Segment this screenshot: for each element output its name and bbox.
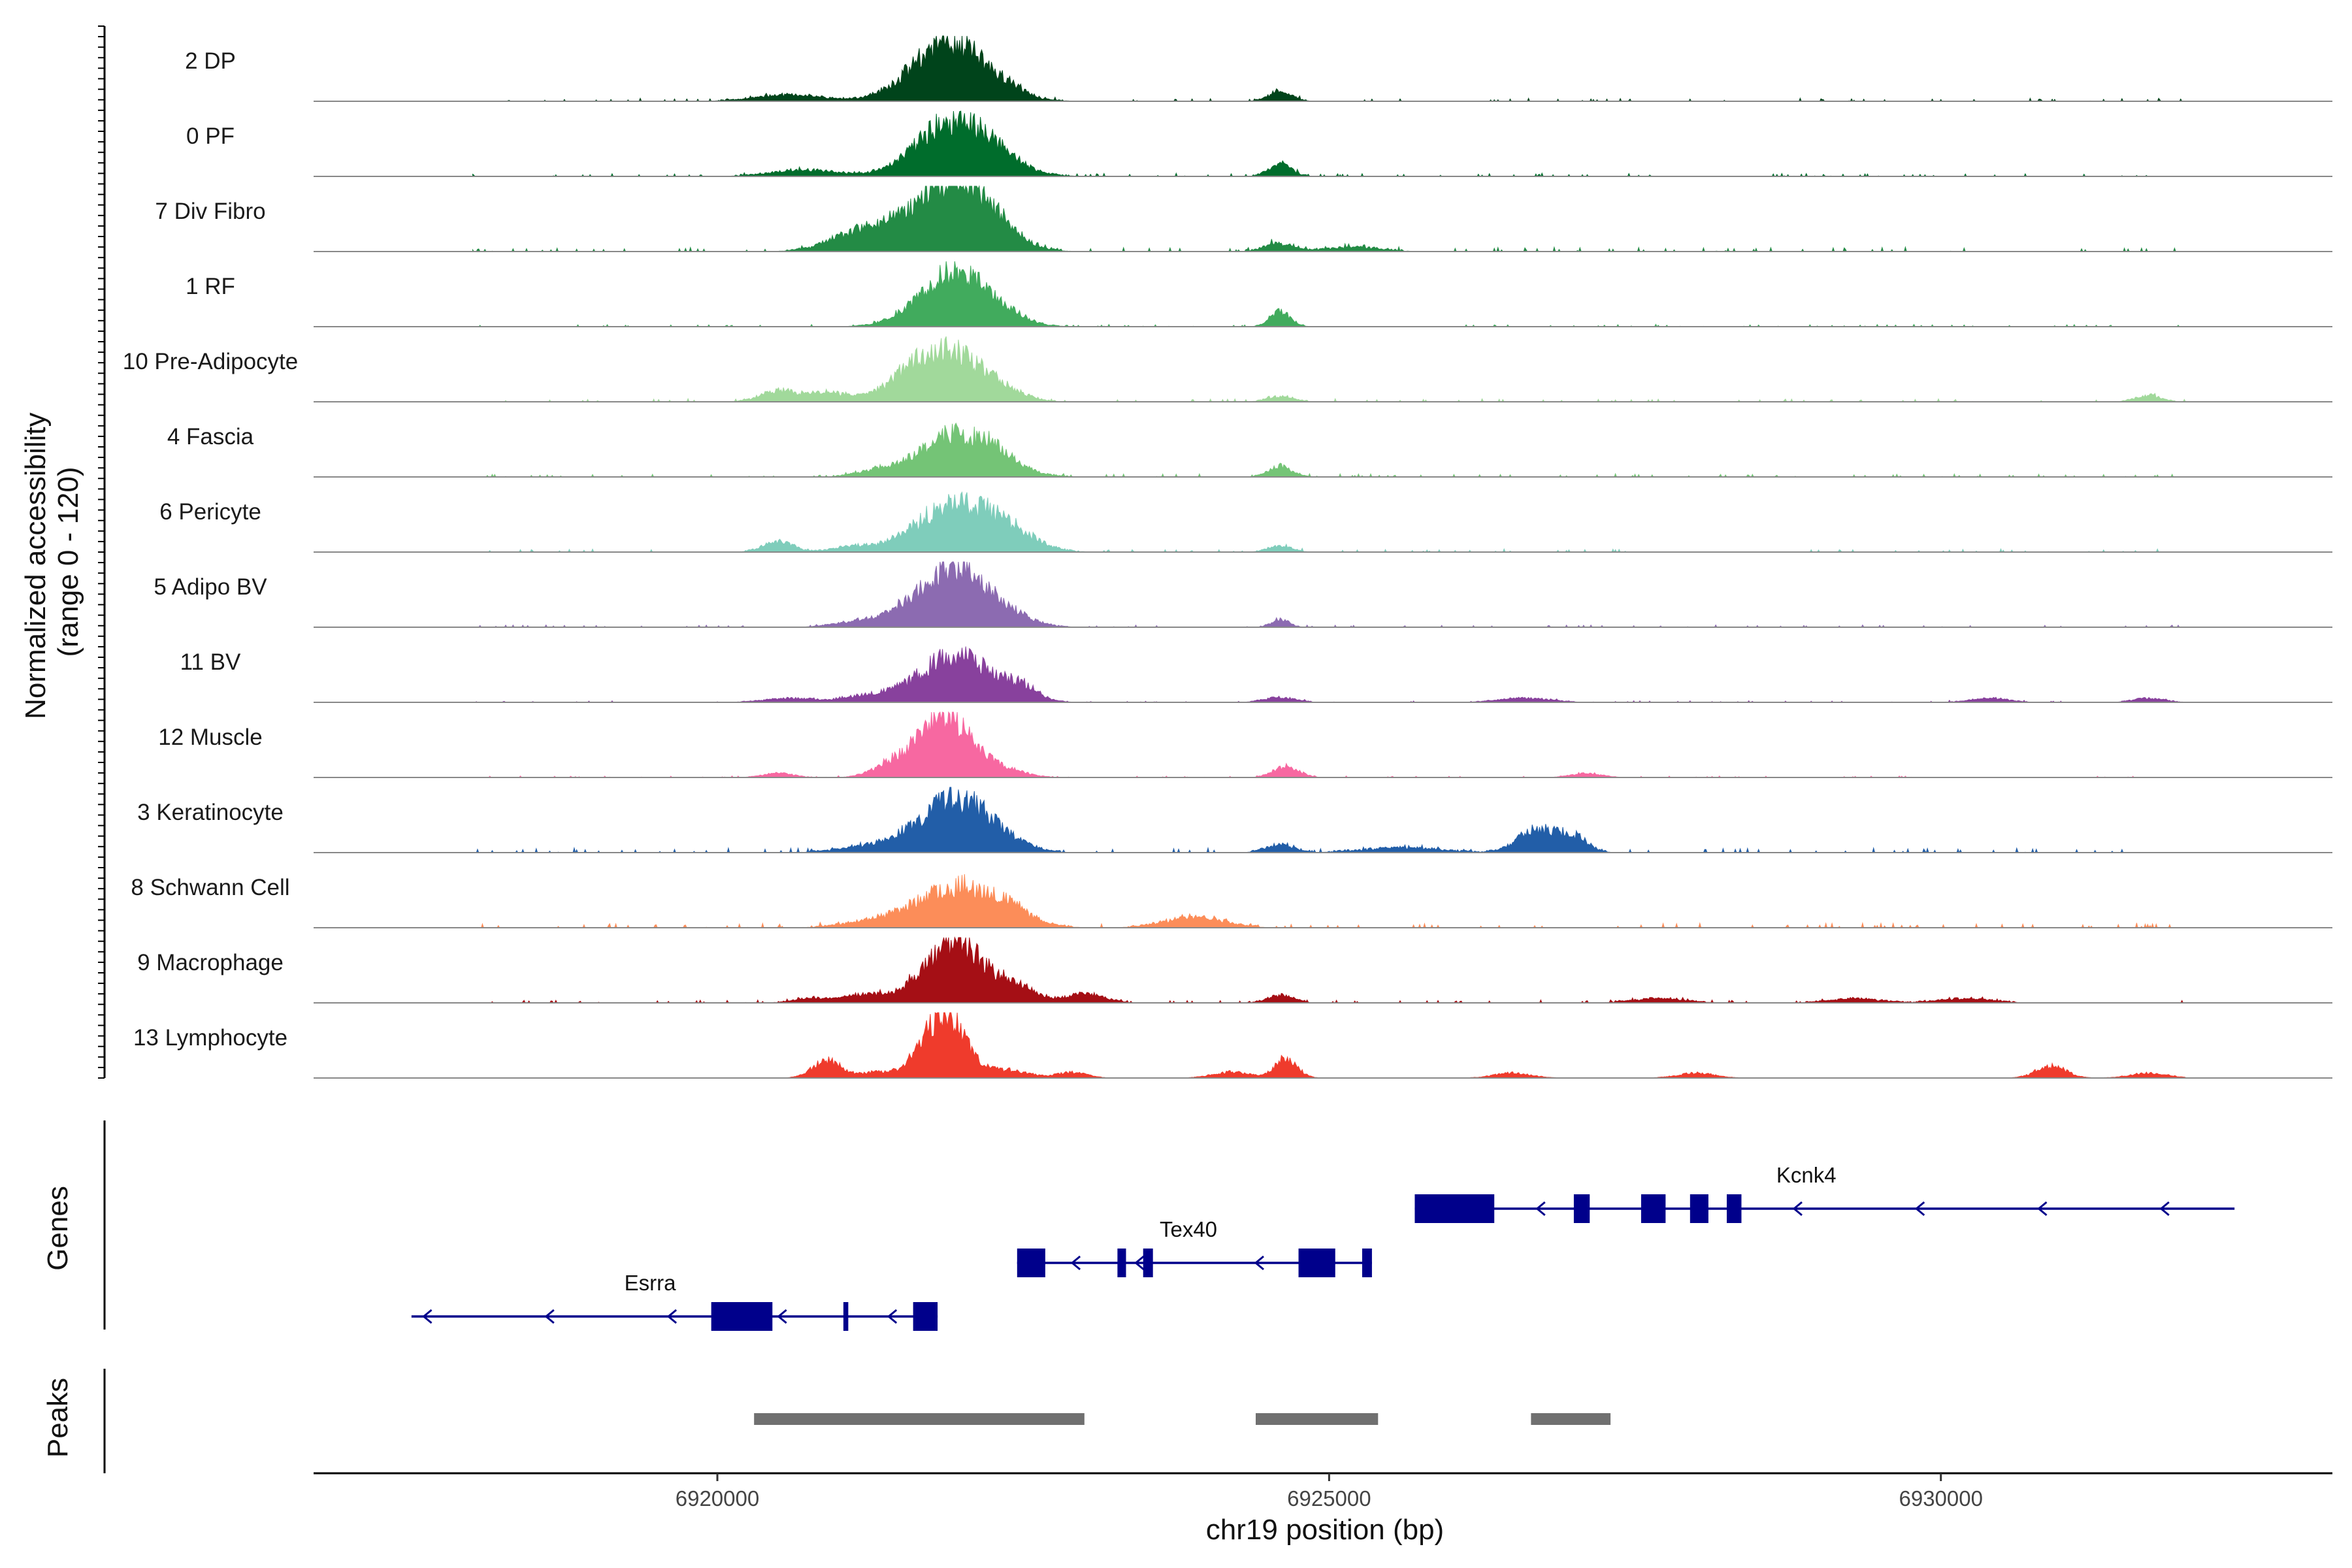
track-label: 4 Fascia: [167, 424, 254, 449]
track-10-pre-adipocyte: 10 Pre-Adipocyte: [123, 336, 2332, 402]
track-12-muscle: 12 Muscle: [158, 711, 2332, 778]
gene-exon: [1414, 1194, 1495, 1223]
coverage-area: [472, 336, 2186, 402]
track-label: 10 Pre-Adipocyte: [123, 349, 298, 374]
x-tick-label: 6930000: [1899, 1486, 1982, 1511]
gene-exon: [1017, 1249, 1045, 1277]
x-tick-label: 6925000: [1287, 1486, 1371, 1511]
strand-arrow: [666, 1309, 678, 1324]
gene-kcnk4: Kcnk4: [1414, 1163, 2235, 1223]
coverage-area: [472, 185, 2186, 253]
track-label: 6 Pericyte: [159, 499, 261, 525]
track-6-pericyte: 6 Pericyte: [159, 491, 2332, 553]
x-tick-label: 6920000: [676, 1486, 759, 1511]
track-3-keratinocyte: 3 Keratinocyte: [137, 787, 2332, 854]
genes-panel: Genes Esrra Tex40 Kcnk4: [42, 1120, 2235, 1331]
strand-arrow: [422, 1309, 433, 1324]
track-label: 12 Muscle: [158, 725, 263, 750]
coverage-area: [472, 422, 2186, 478]
strand-arrow: [1070, 1255, 1081, 1271]
gene-exon: [1362, 1249, 1372, 1277]
peak-region: [1256, 1413, 1379, 1425]
gene-exon: [1143, 1249, 1153, 1277]
strand-arrow: [2037, 1201, 2048, 1217]
gene-exon: [1117, 1249, 1126, 1277]
track-label: 8 Schwann Cell: [131, 875, 289, 900]
gene-esrra: Esrra: [411, 1271, 938, 1331]
y-axis: [98, 25, 106, 1079]
strand-arrow: [887, 1309, 898, 1324]
track-label: 3 Keratinocyte: [137, 800, 284, 825]
track-0-pf: 0 PF: [186, 110, 2332, 178]
peaks-panel: Peaks: [42, 1369, 1611, 1473]
strand-arrow: [777, 1309, 787, 1324]
track-label: 1 RF: [186, 274, 235, 299]
track-label: 5 Adipo BV: [154, 574, 267, 600]
gene-exon: [1690, 1194, 1708, 1223]
track-2-dp: 2 DP: [185, 35, 2332, 102]
coverage-area: [472, 491, 2186, 553]
track-11-bv: 11 BV: [180, 646, 2332, 703]
track-label: 13 Lymphocyte: [133, 1025, 287, 1051]
coverage-area: [472, 936, 2186, 1004]
track-7-div-fibro: 7 Div Fibro: [155, 185, 2332, 253]
strand-arrow: [1134, 1255, 1145, 1271]
track-8-schwann-cell: 8 Schwann Cell: [131, 874, 2332, 929]
gene-label: Kcnk4: [1776, 1163, 1837, 1187]
peaks-axis-title: Peaks: [42, 1378, 74, 1458]
track-1-rf: 1 RF: [186, 261, 2332, 327]
coverage-area: [472, 1012, 2186, 1079]
gene-exon: [843, 1302, 849, 1331]
coverage-area: [472, 110, 2186, 178]
strand-arrow: [1792, 1201, 1803, 1217]
track-9-macrophage: 9 Macrophage: [137, 936, 2332, 1004]
genes-axis-title: Genes: [42, 1186, 74, 1271]
track-label: 9 Macrophage: [137, 950, 284, 975]
x-axis: 6920000 6925000 6930000: [314, 1472, 2332, 1511]
gene-exon: [711, 1302, 773, 1331]
strand-arrow: [2159, 1201, 2170, 1217]
track-label: 2 DP: [185, 48, 236, 74]
gene-label: Tex40: [1160, 1217, 1217, 1241]
track-5-adipo-bv: 5 Adipo BV: [154, 561, 2332, 628]
coverage-area: [472, 561, 2186, 628]
peak-region: [754, 1413, 1085, 1425]
strand-arrow: [544, 1309, 555, 1324]
coverage-area: [472, 261, 2186, 327]
track-label: 0 PF: [186, 123, 235, 149]
gene-exon: [1641, 1194, 1666, 1223]
y-axis-title: Normalized accessibility (range 0 - 120): [20, 404, 84, 719]
gene-exon: [1298, 1249, 1335, 1277]
gene-exon: [913, 1302, 938, 1331]
coverage-area: [472, 35, 2186, 102]
coverage-area: [472, 874, 2186, 929]
strand-arrow: [1914, 1201, 1925, 1217]
coverage-area: [472, 711, 2186, 778]
track-label: 7 Div Fibro: [155, 199, 265, 224]
strand-arrow: [1535, 1201, 1546, 1217]
peak-region: [1531, 1413, 1611, 1425]
coverage-tracks: 2 DP 0 PF 7 Div Fibro 1 RF 10 Pre-Adipocyte 4…: [123, 35, 2332, 1079]
track-label: 11 BV: [180, 649, 241, 675]
y-axis-title-line-2: (range 0 - 120): [52, 466, 84, 657]
y-axis-title-line-1: Normalized accessibility: [20, 412, 52, 719]
gene-exon: [1727, 1194, 1742, 1223]
x-axis-title: chr19 position (bp): [1206, 1514, 1444, 1546]
coverage-area: [472, 646, 2186, 703]
track-4-fascia: 4 Fascia: [167, 422, 2332, 478]
track-13-lymphocyte: 13 Lymphocyte: [133, 1012, 2332, 1079]
gene-label: Esrra: [625, 1271, 676, 1295]
coverage-area: [472, 787, 2186, 854]
strand-arrow: [1254, 1255, 1264, 1271]
gene-exon: [1573, 1194, 1590, 1223]
gene-tex40: Tex40: [1017, 1217, 1372, 1277]
